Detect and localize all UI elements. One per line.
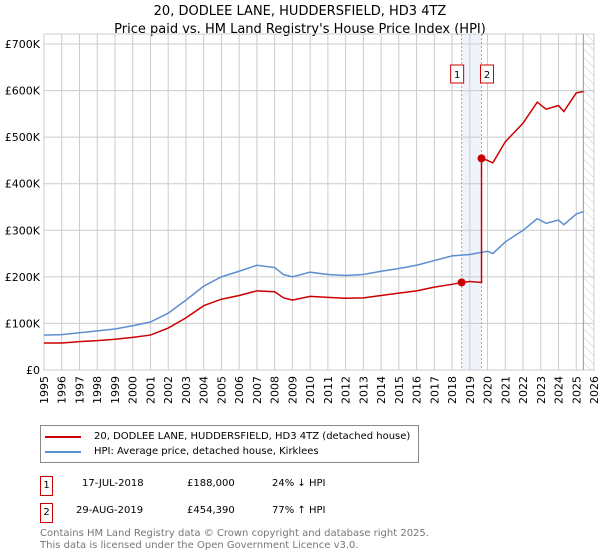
x-tick-label: 1999: [109, 376, 122, 404]
property-price-line: [44, 90, 584, 344]
y-tick-label: £400K: [5, 178, 41, 191]
x-tick-label: 2009: [286, 376, 299, 404]
legend-swatch-blue: [45, 450, 81, 453]
forecast-hatch: [583, 34, 594, 370]
plot-frame: [43, 33, 595, 371]
transaction-price: £188,000: [187, 478, 235, 489]
transaction-hpi: 24% ↓ HPI: [272, 478, 326, 489]
x-tick-label: 2022: [517, 376, 530, 404]
x-tick-label: 2026: [588, 376, 600, 404]
sale-point: [457, 278, 466, 287]
x-tick-label: 2007: [251, 376, 264, 404]
sale-label: 1: [454, 70, 460, 81]
sale-label: 2: [484, 70, 490, 81]
chart-title: 20, DODLEE LANE, HUDDERSFIELD, HD3 4TZ Pr…: [0, 3, 600, 39]
legend-label: 20, DODLEE LANE, HUDDERSFIELD, HD3 4TZ (…: [94, 431, 411, 442]
x-tick-label: 2015: [393, 376, 406, 404]
legend-item-hpi: HPI: Average price, detached house, Kirk…: [45, 444, 410, 459]
price-chart: 1995 1996 1997 1998 1999 2000 2001 2002 2003 2004…: [5, 33, 600, 404]
y-tick-label: £100K: [5, 317, 41, 330]
sale-point: [477, 154, 486, 163]
y-tick-label: £200K: [5, 271, 41, 284]
x-tick-label: 2004: [198, 376, 211, 404]
legend-swatch-red: [45, 435, 81, 438]
x-tick-label: 2016: [411, 376, 424, 404]
sale-label-box: [450, 64, 465, 84]
x-tick-label: 2000: [127, 376, 140, 404]
transaction-marker-1: 1: [40, 476, 53, 496]
x-tick-label: 2001: [144, 376, 157, 404]
x-tick-label: 2014: [375, 376, 388, 404]
hpi-line: [43, 210, 584, 336]
transaction-hpi: 77% ↑ HPI: [272, 505, 326, 516]
x-tick-label: 2013: [357, 376, 370, 404]
y-tick-label: £0: [26, 364, 40, 377]
x-tick-label: 2020: [482, 376, 495, 404]
x-tick-label: 2003: [180, 376, 193, 404]
sale-label-box: [480, 64, 495, 84]
x-tick-label: 2021: [499, 376, 512, 404]
x-tick-label: 2002: [162, 376, 175, 404]
legend-label: HPI: Average price, detached house, Kirk…: [94, 446, 319, 457]
x-tick-label: 2005: [215, 376, 228, 404]
transaction-marker-2: 2: [40, 503, 53, 523]
y-tick-label: £700K: [5, 38, 41, 51]
x-tick-label: 1997: [73, 376, 86, 404]
x-tick-label: 2008: [269, 376, 282, 404]
transaction-price: £454,390: [187, 505, 235, 516]
x-tick-label: 2023: [535, 376, 548, 404]
transaction-date: 17-JUL-2018: [82, 478, 144, 489]
x-tick-label: 2018: [446, 376, 459, 404]
footer: Contains HM Land Registry data © Crown c…: [40, 528, 429, 552]
x-tick-label: 2011: [322, 376, 335, 404]
sale-period-band: [461, 34, 482, 370]
legend: 20, DODLEE LANE, HUDDERSFIELD, HD3 4TZ (…: [40, 425, 420, 463]
x-tick-label: 2006: [233, 376, 246, 404]
x-tick-label: 1996: [56, 376, 69, 404]
x-tick-label: 2024: [553, 376, 566, 404]
x-tick-label: 2019: [464, 376, 477, 404]
x-tick-label: 2012: [340, 376, 353, 404]
y-tick-label: £500K: [5, 131, 41, 144]
subtitle-line: Price paid vs. HM Land Registry's House …: [114, 22, 486, 37]
y-tick-label: £300K: [5, 224, 41, 237]
x-tick-label: 2017: [428, 376, 441, 404]
x-tick-label: 1995: [38, 376, 51, 404]
transaction-date: 29-AUG-2019: [76, 505, 144, 516]
x-tick-label: 2010: [304, 376, 317, 404]
x-tick-label: 1998: [91, 376, 104, 404]
y-tick-label: £600K: [5, 85, 41, 98]
footer-line: Contains HM Land Registry data © Crown c…: [40, 528, 429, 539]
legend-item-property: 20, DODLEE LANE, HUDDERSFIELD, HD3 4TZ (…: [45, 429, 410, 444]
footer-line: This data is licensed under the Open Gov…: [40, 540, 359, 551]
x-tick-label: 2025: [570, 376, 583, 404]
title-line: 20, DODLEE LANE, HUDDERSFIELD, HD3 4TZ: [153, 4, 447, 19]
